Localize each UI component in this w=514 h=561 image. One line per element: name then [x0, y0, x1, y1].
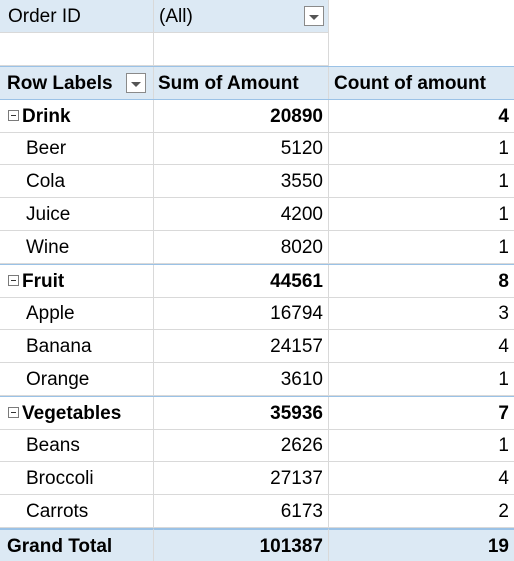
chevron-down-icon	[131, 81, 141, 87]
item-count[interactable]: 3	[329, 297, 514, 330]
item-count[interactable]: 2	[329, 495, 514, 528]
group-label-cell[interactable]: Fruit	[0, 265, 154, 298]
item-label[interactable]: Apple	[0, 297, 154, 330]
item-sum[interactable]: 4200	[154, 198, 329, 231]
item-count[interactable]: 1	[329, 363, 514, 396]
item-count[interactable]: 1	[329, 231, 514, 264]
group-row-vegetables: Vegetables 35936 7	[0, 396, 514, 430]
group-count[interactable]: 4	[329, 100, 514, 133]
grand-total-sum[interactable]: 101387	[154, 528, 329, 561]
empty-cell[interactable]	[329, 0, 514, 33]
blank-row	[0, 33, 514, 66]
item-sum[interactable]: 16794	[154, 297, 329, 330]
group-sum[interactable]: 44561	[154, 265, 329, 298]
filter-label-cell[interactable]: Order ID	[0, 0, 154, 33]
group-label-cell[interactable]: Vegetables	[0, 397, 154, 430]
table-row: Banana 24157 4	[0, 330, 514, 363]
filter-value-cell[interactable]: (All)	[154, 0, 329, 33]
row-labels-dropdown-button[interactable]	[126, 73, 146, 93]
item-label[interactable]: Wine	[0, 231, 154, 264]
item-count[interactable]: 4	[329, 330, 514, 363]
filter-row: Order ID (All)	[0, 0, 514, 33]
empty-cell[interactable]	[0, 33, 154, 66]
item-count[interactable]: 1	[329, 198, 514, 231]
item-label[interactable]: Beer	[0, 132, 154, 165]
item-label[interactable]: Broccoli	[0, 462, 154, 495]
header-row: Row Labels Sum of Amount Count of amount	[0, 66, 514, 100]
chevron-down-icon	[309, 14, 319, 20]
filter-dropdown-button[interactable]	[304, 6, 324, 26]
item-sum[interactable]: 2626	[154, 429, 329, 462]
item-count[interactable]: 1	[329, 429, 514, 462]
header-sum-of-amount[interactable]: Sum of Amount	[154, 67, 329, 100]
header-row-labels[interactable]: Row Labels	[0, 67, 154, 100]
table-row: Beer 5120 1	[0, 132, 514, 165]
table-row: Cola 3550 1	[0, 165, 514, 198]
item-count[interactable]: 4	[329, 462, 514, 495]
item-label[interactable]: Orange	[0, 363, 154, 396]
item-sum[interactable]: 24157	[154, 330, 329, 363]
table-row: Beans 2626 1	[0, 429, 514, 462]
item-label[interactable]: Juice	[0, 198, 154, 231]
grand-total-row: Grand Total 101387 19	[0, 528, 514, 561]
collapse-toggle-icon[interactable]	[8, 406, 19, 418]
table-row: Juice 4200 1	[0, 198, 514, 231]
table-row: Broccoli 27137 4	[0, 462, 514, 495]
table-row: Carrots 6173 2	[0, 495, 514, 528]
filter-label: Order ID	[8, 6, 81, 27]
group-count[interactable]: 7	[329, 397, 514, 430]
group-label: Fruit	[22, 271, 65, 292]
item-sum[interactable]: 8020	[154, 231, 329, 264]
empty-cell[interactable]	[329, 33, 514, 66]
header-count-of-amount[interactable]: Count of amount	[329, 67, 514, 100]
group-label: Drink	[22, 106, 71, 127]
group-label-cell[interactable]: Drink	[0, 100, 154, 133]
item-label[interactable]: Cola	[0, 165, 154, 198]
item-label[interactable]: Beans	[0, 429, 154, 462]
header-row-labels-text: Row Labels	[7, 73, 113, 94]
empty-cell[interactable]	[154, 33, 329, 66]
item-label[interactable]: Banana	[0, 330, 154, 363]
item-sum[interactable]: 5120	[154, 132, 329, 165]
item-sum[interactable]: 6173	[154, 495, 329, 528]
item-label[interactable]: Carrots	[0, 495, 154, 528]
item-sum[interactable]: 27137	[154, 462, 329, 495]
grand-total-count[interactable]: 19	[329, 528, 514, 561]
group-label: Vegetables	[22, 403, 122, 424]
filter-value: (All)	[159, 6, 193, 27]
item-count[interactable]: 1	[329, 132, 514, 165]
group-sum[interactable]: 20890	[154, 100, 329, 133]
grand-total-label[interactable]: Grand Total	[0, 528, 154, 561]
group-row-fruit: Fruit 44561 8	[0, 264, 514, 298]
group-sum[interactable]: 35936	[154, 397, 329, 430]
collapse-toggle-icon[interactable]	[8, 274, 19, 286]
group-count[interactable]: 8	[329, 265, 514, 298]
item-count[interactable]: 1	[329, 165, 514, 198]
header-sum-of-amount-text: Sum of Amount	[158, 73, 299, 94]
collapse-toggle-icon[interactable]	[8, 109, 19, 121]
item-sum[interactable]: 3550	[154, 165, 329, 198]
header-count-of-amount-text: Count of amount	[334, 73, 486, 94]
table-row: Orange 3610 1	[0, 363, 514, 396]
group-row-drink: Drink 20890 4	[0, 99, 514, 133]
table-row: Apple 16794 3	[0, 297, 514, 330]
item-sum[interactable]: 3610	[154, 363, 329, 396]
table-row: Wine 8020 1	[0, 231, 514, 264]
